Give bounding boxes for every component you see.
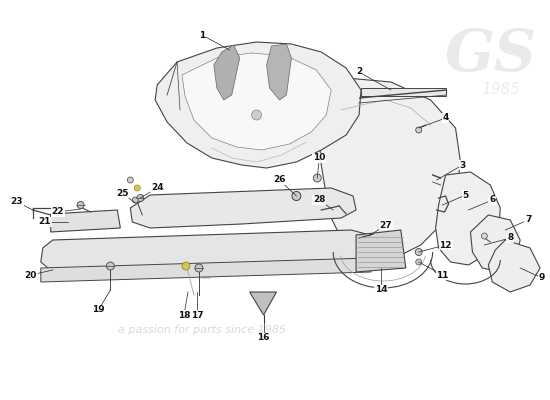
FancyBboxPatch shape: [361, 88, 446, 96]
Text: 21: 21: [39, 218, 51, 226]
Text: 10: 10: [313, 154, 326, 162]
Polygon shape: [488, 240, 540, 292]
Text: 3: 3: [459, 160, 466, 170]
Circle shape: [107, 262, 114, 270]
Polygon shape: [214, 45, 240, 100]
Text: 9: 9: [539, 274, 545, 282]
Text: GS: GS: [444, 27, 536, 83]
Text: 5: 5: [463, 190, 469, 200]
Text: eurospares: eurospares: [44, 231, 360, 279]
Text: 26: 26: [273, 176, 286, 184]
Text: 14: 14: [375, 286, 387, 294]
Circle shape: [134, 185, 140, 191]
Polygon shape: [356, 230, 406, 272]
Polygon shape: [182, 53, 331, 150]
Text: 17: 17: [191, 310, 204, 320]
Text: 28: 28: [313, 196, 326, 204]
Circle shape: [127, 177, 133, 183]
Circle shape: [195, 264, 203, 272]
Polygon shape: [130, 188, 356, 228]
Circle shape: [415, 248, 422, 256]
Circle shape: [416, 259, 422, 265]
Polygon shape: [306, 78, 460, 258]
Polygon shape: [470, 215, 520, 272]
Text: a passion for parts since 1985: a passion for parts since 1985: [118, 325, 286, 335]
Text: 8: 8: [507, 234, 513, 242]
Polygon shape: [41, 258, 371, 282]
Circle shape: [416, 127, 422, 133]
Text: 16: 16: [257, 334, 270, 342]
Text: 4: 4: [442, 114, 449, 122]
Text: 12: 12: [439, 240, 452, 250]
Text: 2: 2: [356, 68, 362, 76]
Text: 20: 20: [25, 270, 37, 280]
Polygon shape: [41, 230, 383, 272]
Text: 24: 24: [151, 184, 163, 192]
Polygon shape: [51, 210, 120, 232]
Polygon shape: [436, 172, 500, 265]
Circle shape: [182, 262, 190, 270]
Circle shape: [137, 194, 144, 202]
Text: 27: 27: [379, 220, 392, 230]
Circle shape: [292, 192, 301, 200]
Polygon shape: [267, 44, 292, 100]
Polygon shape: [250, 292, 277, 315]
Text: 11: 11: [436, 270, 449, 280]
Circle shape: [314, 174, 321, 182]
Text: 22: 22: [52, 208, 64, 216]
Text: 25: 25: [116, 188, 129, 198]
Text: 1: 1: [199, 30, 205, 40]
Text: 6: 6: [489, 196, 496, 204]
Text: 1985: 1985: [481, 82, 520, 98]
Circle shape: [133, 197, 138, 203]
Circle shape: [77, 202, 84, 208]
Text: 18: 18: [178, 310, 190, 320]
Polygon shape: [155, 42, 361, 168]
Text: 19: 19: [92, 306, 105, 314]
Text: 7: 7: [525, 216, 531, 224]
Circle shape: [252, 110, 262, 120]
Text: 23: 23: [10, 198, 23, 206]
Circle shape: [481, 233, 487, 239]
